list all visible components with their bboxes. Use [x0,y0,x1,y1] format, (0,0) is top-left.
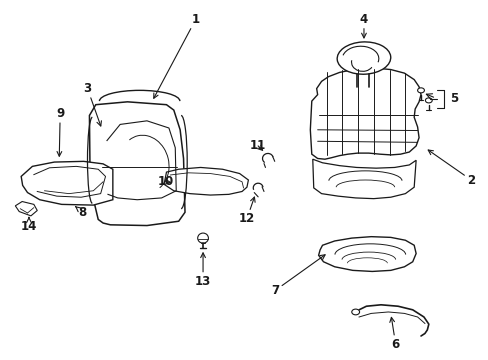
Text: 1: 1 [153,13,200,98]
Polygon shape [312,159,415,199]
Text: 8: 8 [76,206,86,219]
Ellipse shape [351,309,359,315]
Text: 3: 3 [83,82,101,126]
Polygon shape [15,202,37,216]
Ellipse shape [425,98,431,103]
Ellipse shape [337,42,390,74]
Ellipse shape [197,233,208,243]
Text: 14: 14 [21,217,37,233]
Text: 9: 9 [56,107,64,156]
Text: 4: 4 [359,13,367,38]
Polygon shape [163,167,248,195]
Text: 11: 11 [249,139,266,152]
Text: 7: 7 [271,255,325,297]
Polygon shape [310,68,420,159]
Text: 10: 10 [157,175,173,188]
Polygon shape [318,237,415,271]
Polygon shape [21,161,113,205]
Text: 12: 12 [238,197,255,225]
Ellipse shape [417,88,424,93]
Text: 5: 5 [449,92,457,105]
Text: 6: 6 [389,318,399,351]
Polygon shape [89,102,184,226]
Text: 13: 13 [195,253,211,288]
Text: 2: 2 [427,150,474,186]
